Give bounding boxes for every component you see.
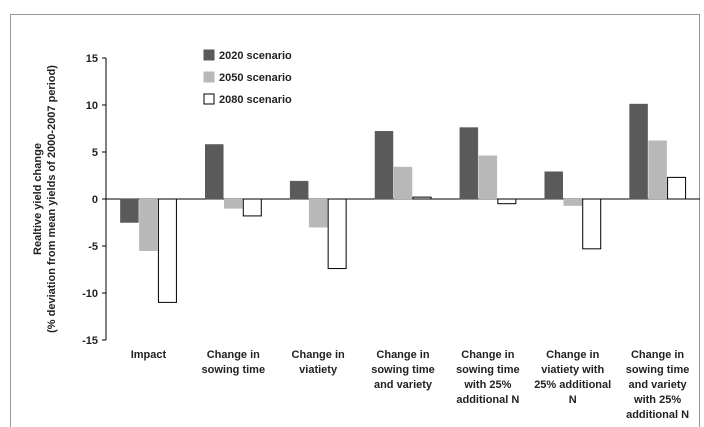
y-tick-label: -10 (82, 288, 98, 300)
y-tick-label: 0 (92, 194, 98, 206)
bar (308, 198, 328, 228)
category-label: Change in viatiety with 25% additional N (534, 349, 611, 406)
category-label: Change in sowing time and variety with 25% a… (626, 349, 690, 421)
category-label: Change in sowing time and variety (371, 349, 435, 391)
bar (629, 103, 648, 200)
bar (497, 198, 517, 205)
bar (393, 166, 413, 200)
y-ticks: 15 10 5 0 -5 -10 -15 (82, 53, 106, 347)
legend-swatch (203, 49, 215, 61)
bar (478, 155, 498, 200)
bar (412, 196, 432, 200)
legend-label: 2080 scenario (219, 94, 292, 106)
legend-label: 2050 scenario (219, 72, 292, 84)
category-labels: Impact Change in sowing time Change in viati… (131, 349, 690, 421)
bar (459, 127, 479, 200)
category-label: Change in sowing time with 25% additional N (456, 349, 520, 406)
y-tick-label: 10 (86, 100, 98, 112)
y-axis-label-line: Realtive yield change (32, 143, 44, 255)
category-label: Change in viatiety (292, 349, 345, 376)
legend-swatch (203, 71, 215, 83)
y-tick-label: 5 (92, 147, 98, 159)
plot-border (10, 14, 700, 427)
bar (289, 180, 309, 200)
bar (120, 198, 139, 223)
bar (667, 176, 687, 200)
bar (563, 198, 582, 206)
y-axis-label-line: (% deviation from mean yields of 2000-20… (46, 65, 58, 333)
bar (224, 198, 243, 209)
bar (648, 140, 667, 200)
bar (374, 131, 394, 200)
bar (327, 198, 347, 270)
bar (582, 198, 602, 250)
bar (544, 171, 563, 200)
bars (120, 103, 687, 303)
legend: 2020 scenario 2050 scenario 2080 scenario (203, 49, 292, 106)
category-label: Change in sowing time (202, 349, 266, 376)
y-axis-label: Realtive yield change (% deviation from m… (32, 65, 58, 333)
bar (139, 198, 158, 251)
bar (242, 198, 262, 217)
legend-label: 2020 scenario (219, 50, 292, 62)
y-tick-label: -15 (82, 335, 98, 347)
bar (157, 198, 177, 303)
y-tick-label: 15 (86, 53, 98, 65)
y-tick-label: -5 (88, 241, 98, 253)
category-label: Impact (131, 349, 167, 361)
legend-swatch (203, 93, 215, 105)
bar (205, 144, 224, 200)
